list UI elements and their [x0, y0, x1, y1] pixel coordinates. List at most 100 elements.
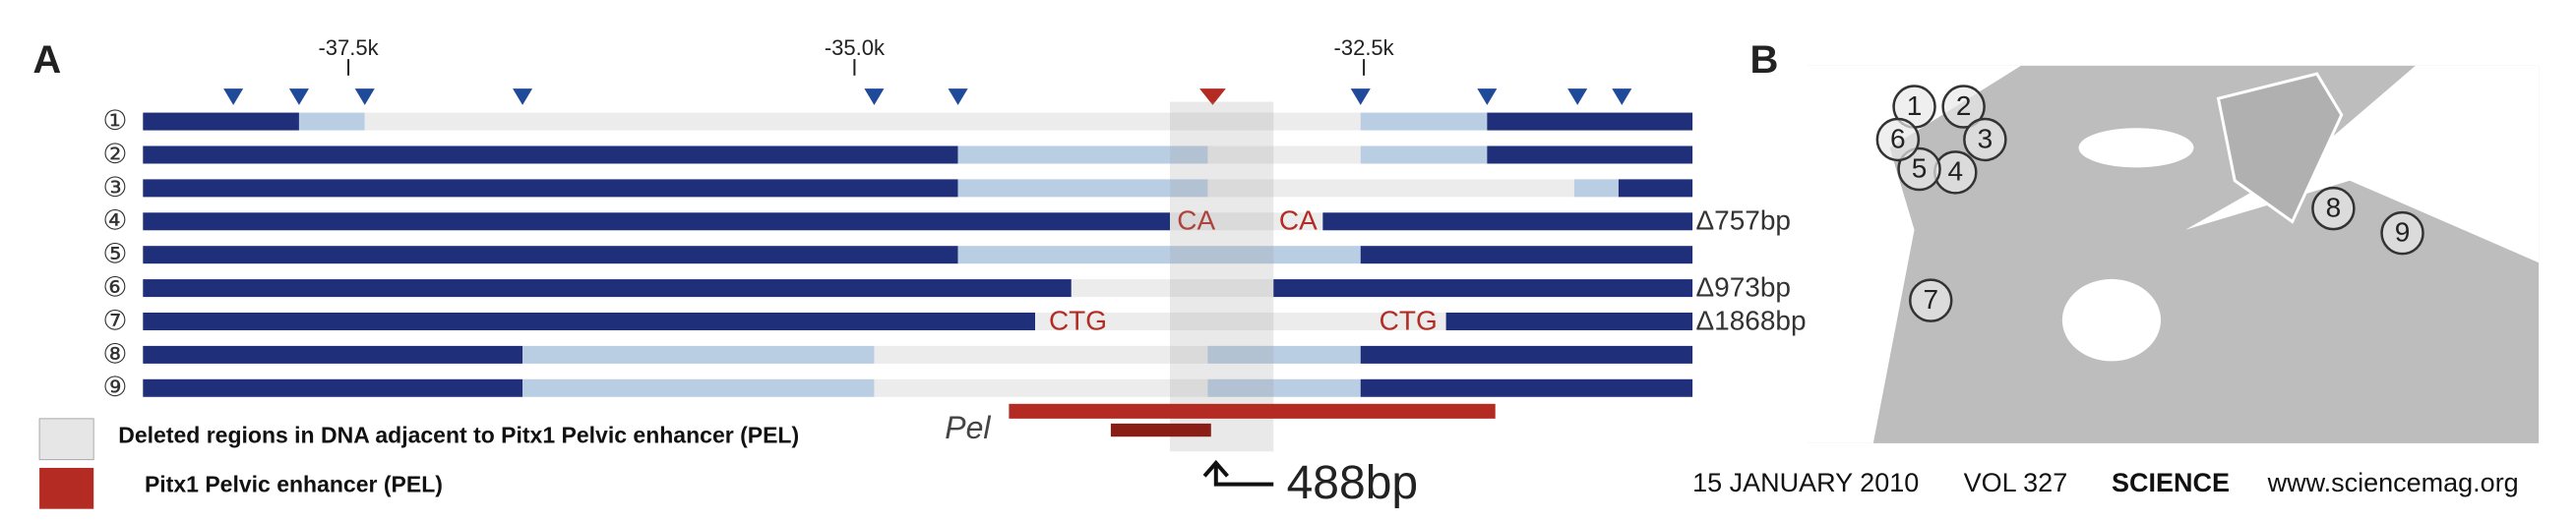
haplotype-segment — [522, 378, 875, 397]
haplotype-segment — [143, 212, 1171, 231]
site-marker — [1909, 278, 1953, 322]
legend-text: Pitx1 Pelvic enhancer (PEL) — [145, 471, 443, 496]
haplotype-segment — [143, 378, 523, 397]
footer-journal: SCIENCE — [2112, 468, 2230, 497]
enhancer-label: Pel — [945, 410, 991, 445]
coordinate-label: -32.5k — [1334, 35, 1395, 60]
deletion-size: Δ973bp — [1695, 271, 1791, 302]
haplotype-segment — [1207, 179, 1574, 198]
deletion-size: Δ757bp — [1695, 205, 1791, 236]
site-triangle — [513, 88, 533, 105]
haplotype-segment — [143, 345, 523, 364]
site-marker — [1963, 117, 2007, 162]
site-number: 3 — [1978, 123, 1993, 153]
row-label: ④ — [102, 205, 127, 236]
haplotype-segment — [1322, 212, 1693, 231]
haplotype-segment — [143, 279, 1072, 298]
haplotype-segment — [522, 345, 875, 364]
enhancer-core — [1110, 423, 1211, 437]
arrow — [1202, 459, 1274, 487]
haplotype-segment — [1360, 145, 1488, 164]
legend-swatch — [38, 418, 94, 461]
haplotype-segment — [143, 179, 958, 198]
enhancer-size: 488bp — [1287, 457, 1418, 509]
row-label: ⑤ — [102, 239, 127, 269]
haplotype-segment — [1618, 179, 1693, 198]
map-lake — [2078, 128, 2194, 168]
panel-label: A — [32, 38, 61, 82]
haplotype-segment — [957, 145, 1208, 164]
map-ocean — [1808, 65, 2022, 443]
deleted-region-highlight — [1170, 101, 1274, 452]
haplotype-segment — [143, 246, 958, 264]
haplotype-segment — [1360, 112, 1488, 131]
haplotype-segment — [143, 312, 1036, 330]
site-triangle — [288, 88, 309, 105]
site-number: 4 — [1948, 156, 1964, 187]
site-marker — [1897, 146, 1941, 192]
haplotype-segment — [1360, 345, 1693, 364]
site-triangle — [1477, 88, 1498, 105]
haplotype-segment — [364, 112, 1361, 131]
site-number: 7 — [1923, 284, 1938, 315]
row-label: ⑥ — [102, 271, 127, 302]
haplotype-segment — [1445, 312, 1693, 330]
legend-text: Deleted regions in DNA adjacent to Pitx1… — [118, 422, 799, 447]
panel-label: B — [1750, 38, 1779, 82]
haplotype-segment — [957, 179, 1208, 198]
legend-swatch — [39, 467, 94, 509]
coordinate-label: -35.0k — [825, 35, 886, 60]
site-triangle — [1350, 88, 1371, 105]
haplotype-segment — [1071, 279, 1274, 298]
site-number: 2 — [1956, 90, 1972, 121]
haplotype-segment — [1487, 112, 1693, 131]
site-marker — [1875, 117, 1921, 162]
footer-volume: VOL 327 — [1964, 468, 2068, 497]
haplotype-segment — [1360, 246, 1693, 264]
map — [1808, 65, 2540, 443]
row-label: ⑦ — [102, 305, 127, 335]
site-number: 6 — [1890, 123, 1906, 153]
site-triangle — [1567, 88, 1588, 105]
site-triangle — [1612, 88, 1632, 105]
haplotype-segment — [1207, 145, 1361, 164]
haplotype-segment — [1207, 378, 1361, 397]
enhancer-bar — [1009, 403, 1496, 419]
haplotype-segment — [143, 112, 299, 131]
haplotype-segment — [1573, 179, 1619, 198]
site-number: 9 — [2395, 217, 2411, 248]
coordinate-label: -37.5k — [318, 35, 379, 60]
site-triangle — [948, 88, 968, 105]
site-triangle — [1199, 88, 1226, 105]
map-greenland — [2216, 72, 2344, 224]
junction-label: CTG — [1380, 305, 1438, 335]
haplotype-segment — [1273, 279, 1693, 298]
row-label: ② — [102, 139, 127, 169]
site-triangle — [864, 88, 885, 105]
site-number: 1 — [1907, 90, 1923, 121]
row-label: ⑨ — [102, 372, 127, 402]
deletion-size: Δ1868bp — [1695, 305, 1806, 335]
footer-date: 15 JANUARY 2010 — [1692, 468, 1919, 497]
row-label: ③ — [102, 172, 127, 203]
haplotype-segment — [298, 112, 365, 131]
map-bay — [2061, 278, 2162, 362]
row-label: ① — [102, 105, 127, 136]
junction-label: CA — [1279, 205, 1318, 236]
site-number: 8 — [2326, 192, 2342, 222]
haplotype-segment — [874, 345, 1208, 364]
haplotype-segment — [1207, 345, 1361, 364]
site-marker — [1941, 85, 1986, 129]
footer-url: www.sciencemag.org — [2267, 468, 2519, 497]
row-label: ⑧ — [102, 338, 127, 369]
site-marker — [2380, 210, 2424, 256]
junction-label: CA — [1177, 205, 1215, 236]
map-ocean — [2185, 65, 2540, 263]
junction-label: CTG — [1049, 305, 1107, 335]
site-triangle — [223, 88, 244, 105]
site-triangle — [354, 88, 375, 105]
haplotype-segment — [1487, 145, 1693, 164]
haplotype-segment — [1170, 212, 1323, 231]
haplotype-segment — [1360, 378, 1693, 397]
